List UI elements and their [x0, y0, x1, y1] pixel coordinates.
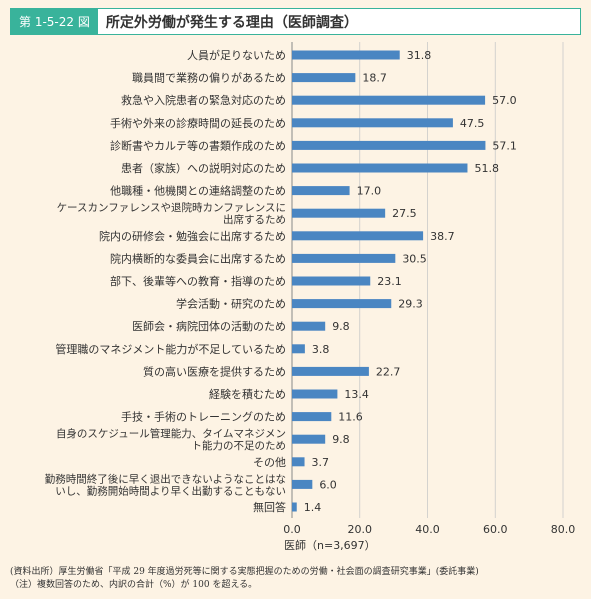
bar	[292, 253, 396, 263]
category-label: 院内の研修会・勉強会に出席するため	[99, 229, 286, 243]
category-label: 自身のスケジュール管理能力、タイムマネジメント能力の不足のため	[56, 427, 286, 452]
bar	[292, 389, 338, 399]
x-tick-label: 0.0	[283, 523, 301, 536]
category-label: 人員が足りないため	[187, 48, 286, 62]
bar-chart: 0.0 20.0 40.0 60.0 80.0 医師（n=3,697） 31.8 人員が足りな…	[45, 42, 576, 552]
bar-value-label: 51.8	[474, 162, 499, 175]
x-tick-label: 40.0	[415, 523, 440, 536]
figure-header: 第 1-5-22 図 所定外労働が発生する理由（医師調査）	[10, 8, 581, 35]
bar	[292, 479, 313, 489]
bar	[292, 186, 350, 196]
bar-value-label: 38.7	[430, 230, 455, 243]
bar-value-label: 1.4	[304, 501, 322, 514]
bar-value-label: 11.6	[338, 411, 363, 424]
category-label: 医師会・病院団体の活動のため	[132, 319, 286, 333]
bar	[292, 457, 305, 467]
category-label: 部下、後輩等への教育・指導のため	[110, 274, 286, 288]
category-label: ケースカンファレンスや退院時カンファレンスに出席するため	[57, 201, 286, 226]
category-label: 患者（家族）への説明対応のため	[121, 161, 286, 175]
footnote: （注）複数回答のため、内訳の合計（%）が 100 を超える。	[10, 580, 258, 590]
category-label-line: 自身のスケジュール管理能力、タイムマネジメン	[56, 427, 286, 440]
bar	[292, 95, 486, 105]
category-label: 勤務時間終了後に早く退出できないようなことはないし、勤務開始時間より早く出勤する…	[45, 472, 286, 497]
bar	[292, 344, 305, 354]
category-label: 職員間で業務の偏りがあるため	[132, 71, 286, 85]
category-label-line: ト能力の不足のため	[192, 439, 287, 452]
bar-value-label: 17.0	[357, 185, 382, 198]
bar-value-label: 31.8	[407, 49, 432, 62]
category-label: 無回答	[253, 500, 286, 514]
category-label: 診断書やカルテ等の書類作成のため	[110, 138, 286, 152]
bar-value-label: 22.7	[376, 365, 401, 378]
bar-value-label: 6.0	[319, 478, 337, 491]
bar	[292, 140, 486, 150]
bar	[292, 434, 326, 444]
category-label-line: いし、勤務開始時間より早く出勤することもない	[55, 484, 286, 497]
figure-title: 所定外労働が発生する理由（医師調査）	[105, 14, 358, 31]
bar-value-label: 57.1	[492, 139, 517, 152]
bar	[292, 73, 356, 83]
category-label: 管理職のマネジメント能力が不足しているため	[55, 342, 286, 356]
bar-value-label: 30.5	[402, 252, 427, 265]
bar-value-label: 3.8	[312, 343, 330, 356]
category-label: 経験を積むため	[209, 387, 286, 401]
bar	[292, 208, 386, 218]
category-label-line: 勤務時間終了後に早く退出できないようなことはな	[45, 472, 286, 485]
bar-value-label: 27.5	[392, 207, 417, 220]
bar	[292, 231, 424, 241]
x-tick-label: 80.0	[551, 523, 576, 536]
category-label: 他職種・他機関との連絡調整のため	[110, 184, 286, 198]
bar	[292, 118, 453, 128]
category-label: 質の高い医療を提供するため	[143, 364, 286, 378]
category-label: 学会活動・研究のため	[176, 297, 286, 311]
category-label: 手技・手術のトレーニングのため	[121, 410, 286, 424]
bar-value-label: 23.1	[377, 275, 402, 288]
bar	[292, 366, 369, 376]
category-label-line: 出席するため	[223, 213, 286, 226]
bar-value-label: 18.7	[362, 72, 387, 85]
category-label: その他	[253, 456, 286, 469]
bar-value-label: 47.5	[460, 117, 485, 130]
bar-value-label: 13.4	[344, 388, 369, 401]
bar-value-label: 29.3	[398, 298, 423, 311]
bar-value-label: 9.8	[332, 320, 350, 333]
bar	[292, 412, 332, 422]
x-axis-label: 医師（n=3,697）	[284, 539, 376, 552]
bar	[292, 502, 297, 512]
bar-value-label: 3.7	[312, 456, 330, 469]
bar	[292, 321, 326, 331]
x-tick-label: 20.0	[348, 523, 373, 536]
category-label: 院内横断的な委員会に出席するため	[110, 251, 286, 265]
source-notes: (資料出所）厚生労働省「平成 29 年度過労死等に関する実態把握のための労働・社…	[10, 566, 479, 592]
source-note: (資料出所）厚生労働省「平成 29 年度過労死等に関する実態把握のための労働・社…	[10, 567, 479, 577]
category-label: 救急や入院患者の緊急対応のため	[121, 93, 286, 107]
category-label-line: ケースカンファレンスや退院時カンファレンスに	[57, 201, 286, 214]
bar	[292, 50, 400, 60]
bar	[292, 299, 392, 309]
bar-value-label: 57.0	[492, 94, 517, 107]
bar-value-label: 9.8	[332, 433, 350, 446]
bar	[292, 276, 371, 286]
category-label: 手術や外来の診療時間の延長のため	[110, 116, 286, 130]
figure-number-label: 第 1-5-22 図	[11, 9, 98, 34]
bar	[292, 163, 468, 173]
x-tick-label: 60.0	[483, 523, 508, 536]
